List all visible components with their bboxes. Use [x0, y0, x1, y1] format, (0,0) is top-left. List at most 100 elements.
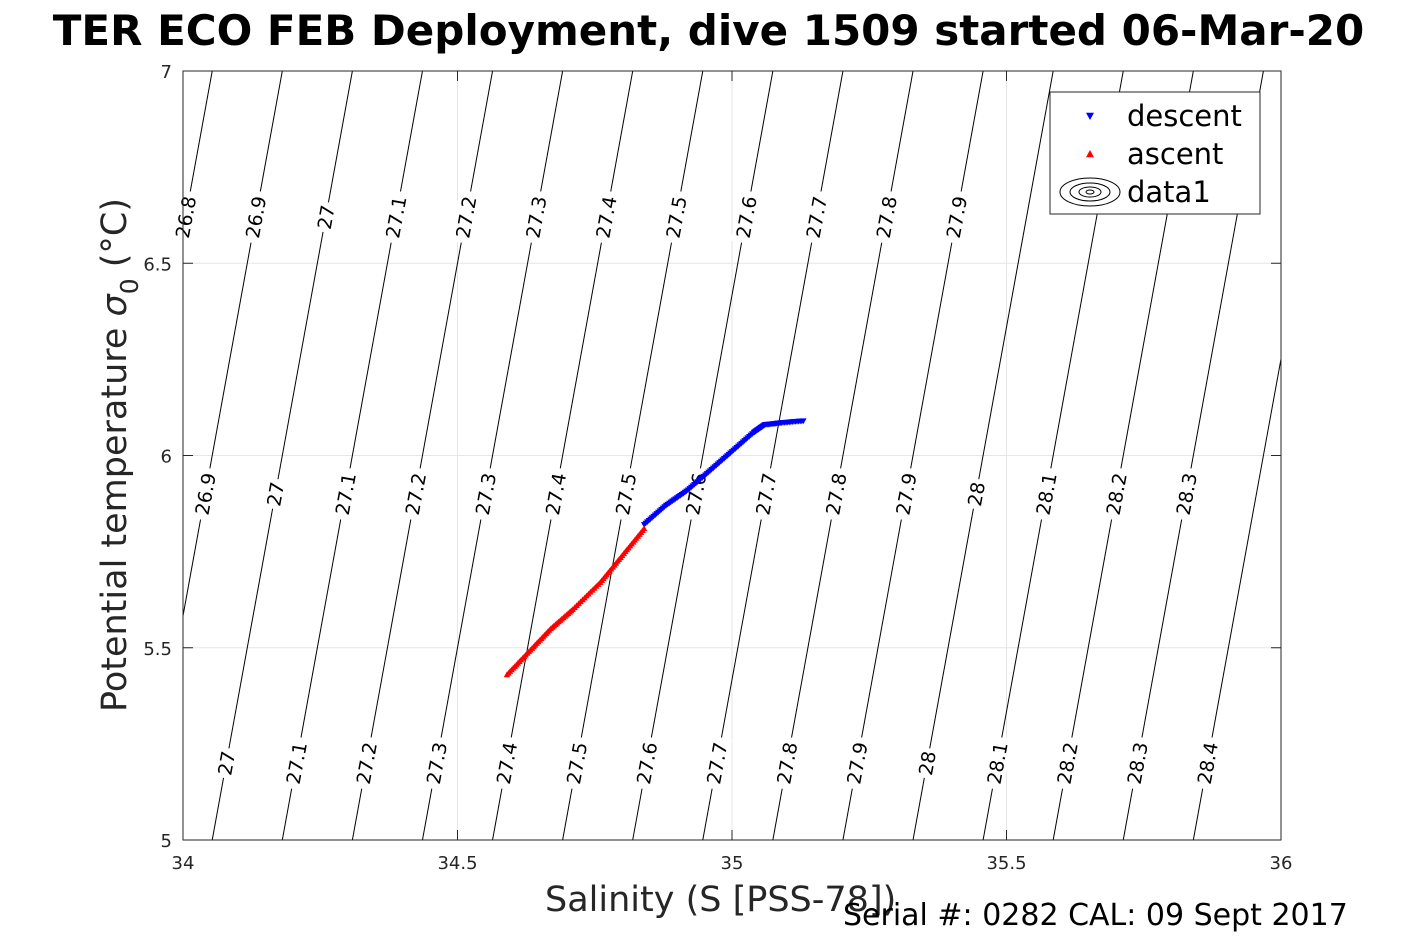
contour-label-text: 27.7	[752, 471, 781, 517]
contour-label: 28.2	[1051, 735, 1083, 791]
y-tick-label: 5.5	[143, 639, 172, 660]
contour-label: 26.8	[170, 189, 202, 245]
contour-label: 27.2	[350, 735, 382, 791]
contour-label-bg	[450, 189, 482, 245]
contour-label-bg	[870, 189, 902, 245]
contour-label-text: 26.8	[172, 195, 201, 241]
contour-label-bg	[820, 466, 852, 522]
isopycnal-line	[912, 71, 1054, 840]
contour-label-bg	[380, 189, 412, 245]
contour-label-text: 27.8	[773, 740, 802, 786]
contour-label: 28.2	[1100, 466, 1132, 522]
legend-label: descent	[1127, 99, 1242, 133]
contour-label: 27.9	[940, 189, 972, 245]
contour-label: 27.4	[590, 189, 622, 245]
contour-label-bg	[750, 466, 782, 522]
contour-label-text: 28.1	[983, 740, 1012, 786]
legend-entry: data1	[1059, 175, 1211, 209]
contour-label-text: 27.4	[493, 740, 522, 786]
contour-label: 27.9	[841, 735, 873, 791]
contour-label-text: 27.4	[542, 471, 571, 517]
contour-label-text: 27	[214, 749, 240, 777]
y-axis-label-text: Potential temperature	[95, 316, 135, 713]
contour-label-bg	[540, 466, 572, 522]
contour-label: 28.3	[1170, 466, 1202, 522]
contour-label-bg	[701, 735, 733, 791]
contour-label-bg	[730, 189, 762, 245]
contour-label: 27.8	[870, 189, 902, 245]
contour-label-text: 28.2	[1103, 471, 1132, 517]
contour-label-bg	[170, 189, 202, 245]
legend-label: ascent	[1127, 137, 1223, 171]
contour-labels: 26.8 26.9 27 27.1 27.2 27.3 27.4 27.5 27.6 27.7 27…	[170, 189, 1223, 791]
contour-label-bg	[771, 735, 803, 791]
contour-label: 27.7	[701, 735, 733, 791]
contour-label: 27.5	[561, 735, 592, 791]
contour-label-bg	[420, 735, 452, 791]
contour-label-bg	[212, 746, 240, 780]
contour-legend-icon	[1059, 177, 1121, 207]
contour-label: 27.7	[800, 189, 832, 245]
contour-label-text: 27.6	[733, 195, 762, 241]
contour-legend-icon	[1069, 182, 1111, 202]
contour-label-bg	[491, 735, 523, 791]
contour-label-text: 27.6	[633, 740, 662, 786]
contour-label-text: 27.8	[873, 195, 902, 241]
y-tick-label: 6	[161, 447, 172, 468]
contour-label-text: 27.5	[563, 740, 592, 786]
contour-label-bg	[680, 466, 712, 522]
contour-label: 27.4	[491, 735, 523, 791]
contour-label-text: 28.1	[1033, 471, 1062, 517]
ascent-marker	[640, 525, 648, 532]
contour-legend-icon	[1085, 189, 1095, 195]
contour-label: 27.8	[771, 735, 803, 791]
contour-label-text: 27.9	[843, 740, 872, 786]
contour-label-text: 28.4	[1194, 740, 1223, 786]
contour-label-text: 27.2	[353, 740, 382, 786]
contour-label-bg	[962, 477, 990, 511]
contour-label-bg	[841, 735, 873, 791]
y-axis-label: Potential temperature σ0 (°C)	[95, 198, 144, 713]
legend-box	[1049, 91, 1261, 215]
contour-label-bg	[610, 466, 642, 522]
isopycnal-line	[1192, 356, 1281, 840]
chart-title: TER ECO FEB Deployment, dive 1509 starte…	[52, 6, 1365, 55]
contour-label-bg	[350, 735, 382, 791]
contour-label-text: 27.8	[822, 471, 851, 517]
contour-label: 27.3	[420, 735, 452, 791]
contour-label-text: 27.1	[283, 740, 312, 786]
contour-label: 27	[261, 477, 289, 511]
contour-label-bg	[399, 466, 431, 522]
contour-label-text: 27	[314, 203, 340, 231]
contour-label-text: 26.9	[242, 195, 271, 241]
contour-label-text: 27.9	[943, 195, 972, 241]
x-tick-label: 34.5	[437, 853, 477, 874]
y-tick-label: 5	[161, 831, 172, 852]
contour-label: 28.3	[1121, 735, 1153, 791]
contour-label: 27.2	[450, 189, 482, 245]
x-tick-label: 34	[172, 853, 195, 874]
contour-label: 27	[212, 746, 240, 780]
contour-label-bg	[1051, 735, 1083, 791]
axes: 34 34.5 35 35.5 36 5 5.5 6 6.5 7	[143, 62, 1292, 874]
contour-label: 27.1	[280, 735, 312, 791]
contour-legend-icon	[1078, 186, 1102, 198]
contour-label-bg	[1121, 735, 1153, 791]
contour-label-bg	[240, 189, 272, 245]
contour-label-text: 26.9	[192, 471, 221, 517]
contour-label: 27.8	[820, 466, 852, 522]
contour-label-text: 27.5	[663, 195, 692, 241]
contour-label: 27.1	[380, 189, 412, 245]
contour-label-text: 27.7	[703, 740, 732, 786]
contour-label-text: 27	[263, 480, 289, 508]
contour-label-bg	[261, 477, 289, 511]
contour-label: 28	[962, 477, 990, 511]
isopycnal-line	[211, 71, 353, 840]
contour-label-text: 28	[915, 749, 941, 777]
contour-label-bg	[189, 466, 221, 522]
contour-label: 28.1	[981, 735, 1013, 791]
y-tick-label: 6.5	[143, 254, 172, 275]
contour-label-bg	[590, 189, 622, 245]
contour-label-bg	[890, 466, 922, 522]
